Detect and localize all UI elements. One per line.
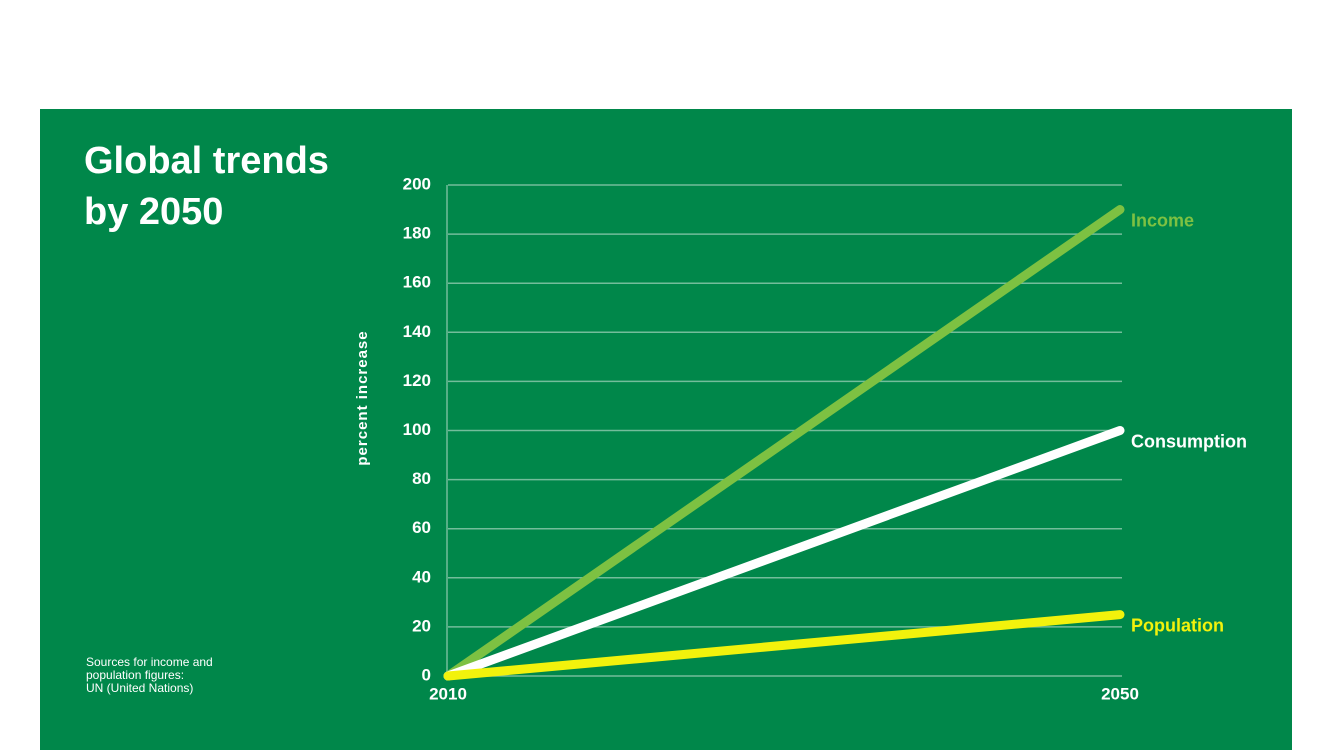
series-label: Consumption <box>1131 431 1247 451</box>
series-line <box>443 205 1125 681</box>
y-axis-label: percent increase <box>354 330 371 465</box>
y-tick-label: 180 <box>403 224 431 243</box>
y-tick-label: 120 <box>403 371 431 390</box>
y-tick-label: 140 <box>403 322 431 341</box>
y-tick-label: 100 <box>403 420 431 439</box>
x-tick-label: 2050 <box>1101 684 1139 703</box>
series-line <box>443 426 1125 681</box>
y-tick-label: 80 <box>412 469 431 488</box>
series-line <box>443 610 1125 681</box>
y-tick-label: 40 <box>412 567 431 586</box>
series-label: Population <box>1131 615 1224 635</box>
y-tick-label: 0 <box>422 665 431 684</box>
y-tick-label: 160 <box>403 273 431 292</box>
source-line: Sources for income and <box>86 655 213 669</box>
y-tick-label: 20 <box>412 616 431 635</box>
series-label: Income <box>1131 210 1194 230</box>
source-line: UN (United Nations) <box>86 681 194 695</box>
y-tick-label: 60 <box>412 518 431 537</box>
panel <box>40 109 1292 750</box>
title: Global trends by 2050 <box>84 140 329 233</box>
y-tick-label: 200 <box>403 174 431 193</box>
x-tick-label: 2010 <box>429 684 467 703</box>
source-note: Sources for income and population figure… <box>86 656 213 695</box>
source-line: population figures: <box>86 668 185 682</box>
